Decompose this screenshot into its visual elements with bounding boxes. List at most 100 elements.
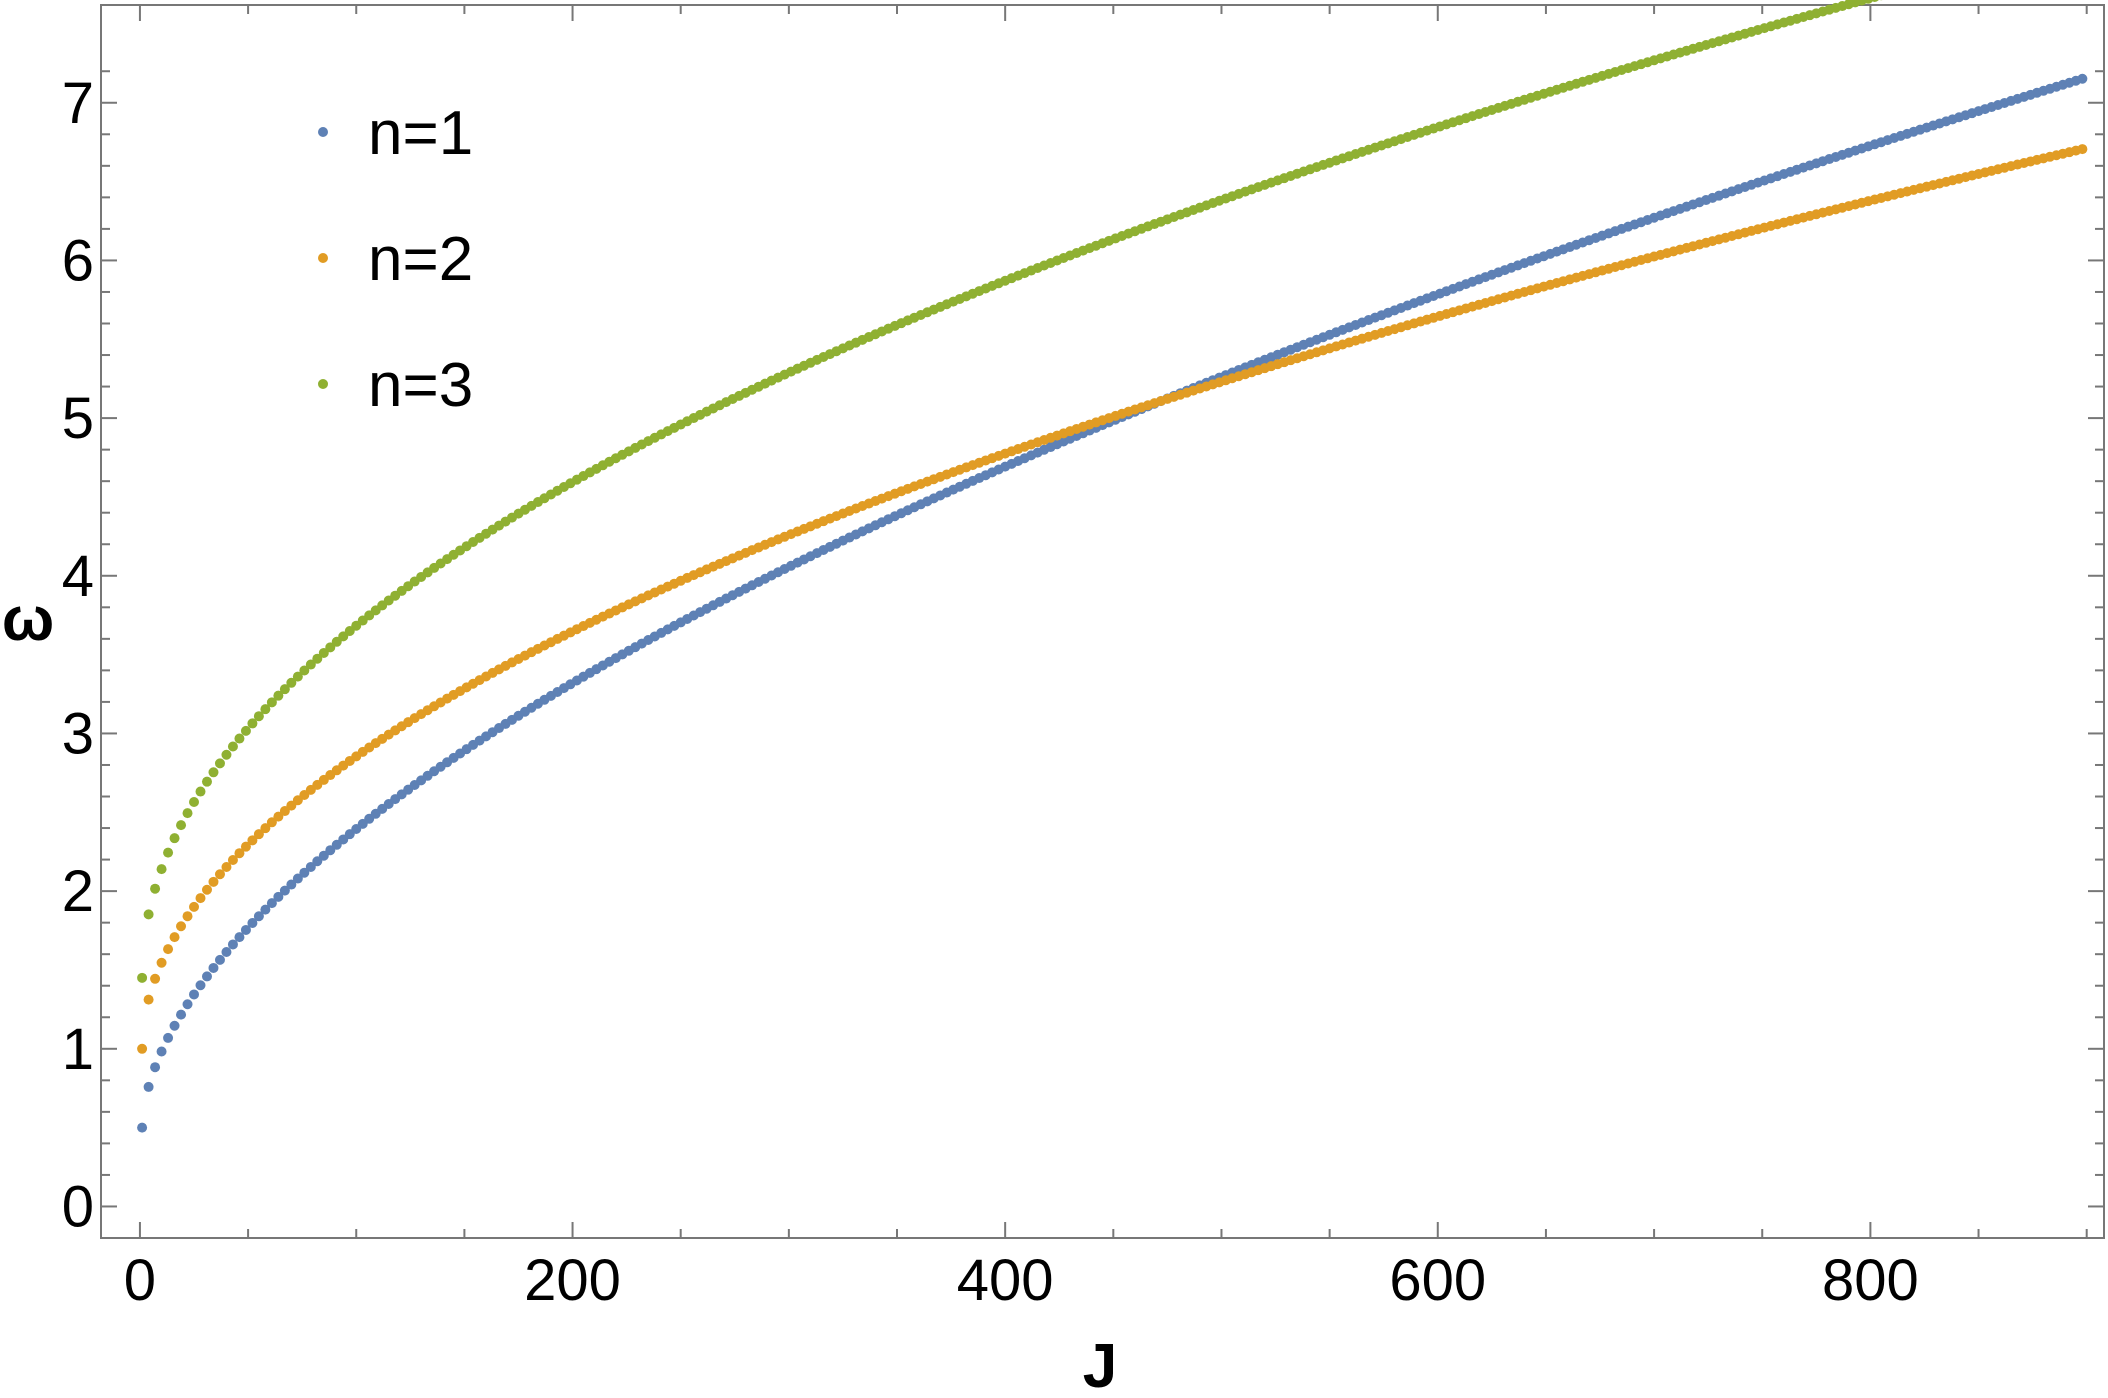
data-point [299, 665, 310, 676]
data-point [195, 786, 206, 797]
data-point [227, 854, 238, 865]
data-point [182, 999, 193, 1010]
x-axis-label: J [1083, 1332, 1117, 1398]
y-tick-label: 0 [62, 1174, 94, 1239]
data-point [143, 909, 154, 920]
data-point [253, 911, 264, 922]
y-tick-label: 3 [62, 701, 94, 766]
legend: n=1 n=2 n=3 [318, 99, 473, 420]
y-tick-label: 5 [62, 386, 94, 451]
data-point [189, 989, 200, 1000]
data-point [2077, 73, 2088, 84]
data-point [169, 833, 180, 844]
data-point [292, 873, 303, 884]
legend-marker [318, 253, 328, 263]
ticks [101, 5, 2104, 1238]
data-point [234, 932, 245, 943]
data-point [208, 767, 219, 778]
data-point [195, 893, 206, 904]
data-point [240, 725, 251, 736]
data-point [214, 954, 225, 965]
tick-labels: 0 200 400 600 800 0 1 2 3 4 5 6 7 [62, 71, 1919, 1313]
series-2 [137, 144, 2088, 1054]
data-point [156, 1046, 167, 1057]
data-point [240, 924, 251, 935]
data-point [195, 980, 206, 991]
legend-label: n=3 [368, 351, 473, 420]
data-point [247, 918, 258, 929]
x-tick-label: 0 [124, 1248, 156, 1313]
data-point [176, 820, 187, 831]
data-point [247, 835, 258, 846]
data-point [286, 879, 297, 890]
data-point [163, 847, 174, 858]
data-point [176, 1009, 187, 1020]
data-point [253, 711, 264, 722]
data-point [214, 758, 225, 769]
data-point [221, 947, 232, 958]
data-point [201, 776, 212, 787]
data-point [137, 1122, 148, 1133]
data-point [234, 848, 245, 859]
data-point [137, 972, 148, 983]
y-axis-label: ω [2, 585, 54, 654]
y-tick-label: 2 [62, 859, 94, 924]
data-point [189, 901, 200, 912]
x-tick-label: 400 [957, 1248, 1054, 1313]
y-tick-label: 6 [62, 228, 94, 293]
data-point [273, 811, 284, 822]
data-point [325, 642, 336, 653]
data-point [137, 1043, 148, 1054]
data-point [221, 749, 232, 760]
data-point [260, 823, 271, 834]
data-point [318, 647, 329, 658]
data-point [150, 1062, 161, 1073]
x-tick-label: 600 [1389, 1248, 1486, 1313]
data-point [273, 891, 284, 902]
data-point [156, 957, 167, 968]
data-point [305, 861, 316, 872]
legend-marker [318, 127, 328, 137]
data-point [156, 864, 167, 875]
data-point [299, 867, 310, 878]
data-point [312, 856, 323, 867]
data-point [247, 718, 258, 729]
series-3 [137, 0, 1883, 983]
data-point [227, 741, 238, 752]
y-tick-label: 1 [62, 1017, 94, 1082]
data-point [221, 861, 232, 872]
data-point [260, 704, 271, 715]
data-point [266, 898, 277, 909]
data-point [240, 841, 251, 852]
data-point [201, 884, 212, 895]
data-point [260, 904, 271, 915]
data-point [266, 817, 277, 828]
data-point [266, 697, 277, 708]
legend-label: n=2 [368, 225, 473, 294]
data-point [150, 883, 161, 894]
data-point [279, 885, 290, 896]
legend-label: n=1 [368, 99, 473, 168]
data-point [169, 932, 180, 943]
y-tick-label: 4 [62, 544, 94, 609]
x-tick-label: 200 [524, 1248, 621, 1313]
data-point [208, 876, 219, 887]
data-point [227, 939, 238, 950]
data-point [1870, 0, 1879, 2]
data-point [292, 671, 303, 682]
data-point [1863, 0, 1874, 4]
data-point [143, 994, 154, 1005]
data-point [214, 869, 225, 880]
data-point [286, 677, 297, 688]
x-tick-label: 800 [1822, 1248, 1919, 1313]
data-point [253, 829, 264, 840]
data-point [273, 690, 284, 701]
data-point [2077, 144, 2088, 155]
series-group [137, 0, 2088, 1133]
data-point [182, 808, 193, 819]
data-point [150, 973, 161, 984]
data-point [163, 1032, 174, 1043]
data-point [305, 659, 316, 670]
data-point [201, 971, 212, 982]
